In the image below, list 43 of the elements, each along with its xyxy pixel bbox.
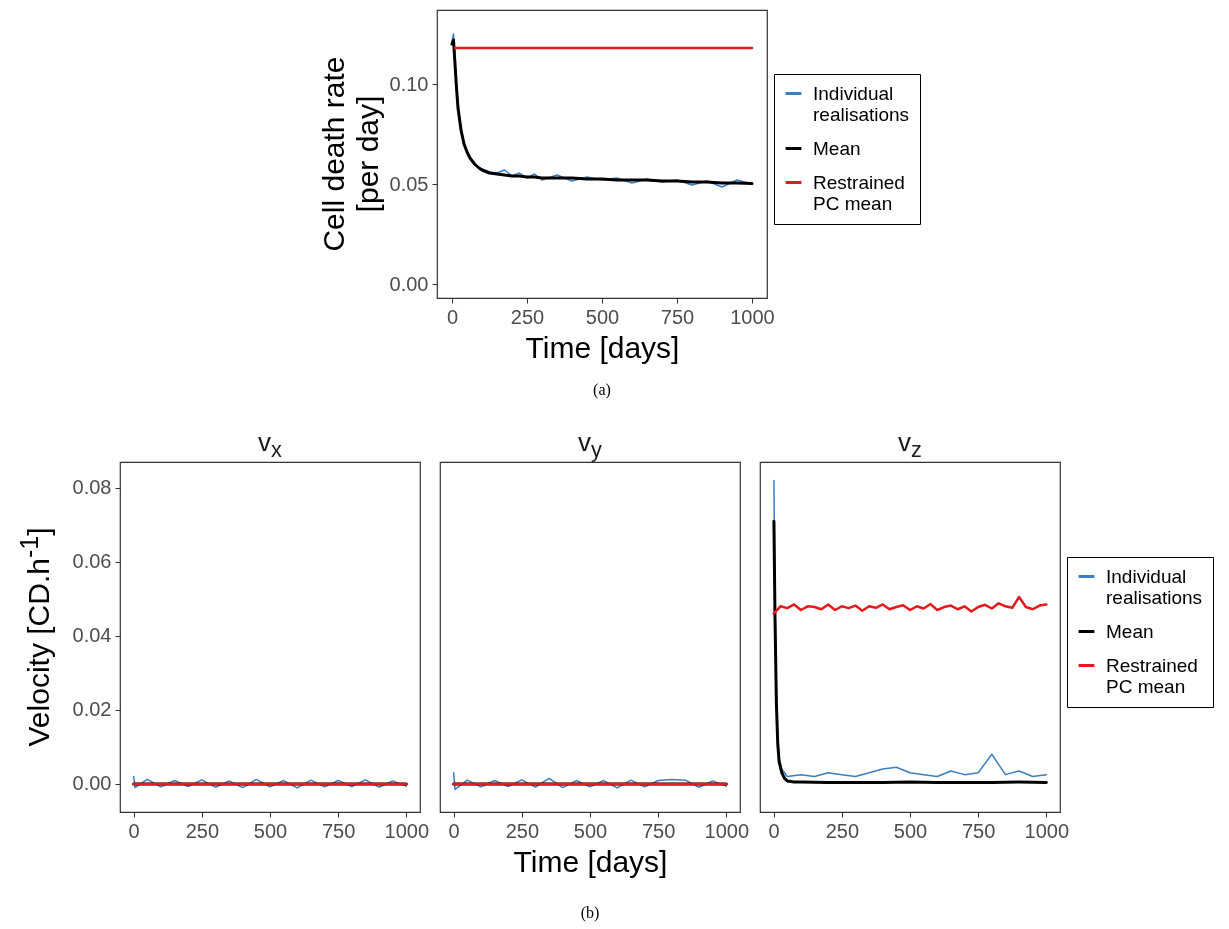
- x-axis-title: Time [days]: [513, 844, 668, 878]
- y-tick-label: 0.08: [72, 476, 112, 499]
- x-tick-label: 250: [510, 305, 545, 328]
- x-tick-label: 500: [585, 305, 620, 328]
- x-tick-label: 250: [825, 819, 860, 842]
- text: (a): [593, 381, 611, 399]
- x-tick-label: 1000: [730, 305, 775, 328]
- x-tick-label: 0: [768, 819, 780, 842]
- chart-title: v$_{y}$: [578, 426, 602, 464]
- x-tick-label: 1000: [1024, 819, 1070, 842]
- legend-label: Mean: [813, 137, 861, 159]
- x-tick-label: 0: [446, 305, 459, 328]
- y-axis-title: Cell death rate [per day]: [317, 56, 385, 252]
- y-tick-label: 0.06: [72, 550, 112, 573]
- y-tick-label: 0.00: [389, 272, 429, 295]
- x-tick-label: 750: [321, 819, 356, 842]
- x-tick-label: 750: [961, 819, 996, 842]
- legend-label: Individual realisations: [1106, 565, 1203, 608]
- y-tick-label: 0.00: [72, 772, 112, 795]
- x-tick-label: 0: [128, 819, 140, 842]
- x-tick-label: 750: [660, 305, 695, 328]
- x-tick-label: 500: [253, 819, 288, 842]
- y-tick-label: 0.05: [389, 172, 429, 195]
- x-tick-label: 1000: [384, 819, 430, 842]
- x-tick-label: 250: [185, 819, 220, 842]
- y-tick-label: 0.04: [72, 624, 112, 647]
- x-tick-label: 1000: [704, 819, 750, 842]
- legend-label: Individual realisations: [813, 82, 910, 125]
- text: (b): [580, 904, 600, 922]
- y-tick-label: 0.10: [389, 72, 429, 95]
- x-tick-label: 500: [893, 819, 928, 842]
- y-tick-label: 0.02: [72, 698, 112, 721]
- chart-title: v$_{z}$: [898, 426, 922, 464]
- legend-label: Restrained PC mean: [813, 171, 905, 214]
- x-tick-label: 750: [641, 819, 676, 842]
- legend-label: Mean: [1106, 620, 1154, 642]
- x-tick-label: 0: [448, 819, 460, 842]
- x-tick-label: 500: [573, 819, 608, 842]
- x-axis-title: Time [days]: [525, 330, 680, 364]
- line-series: [132, 775, 408, 789]
- x-tick-label: 250: [505, 819, 540, 842]
- legend-label: Restrained PC mean: [1106, 654, 1198, 697]
- chart-title: v$_{x}$: [258, 426, 282, 464]
